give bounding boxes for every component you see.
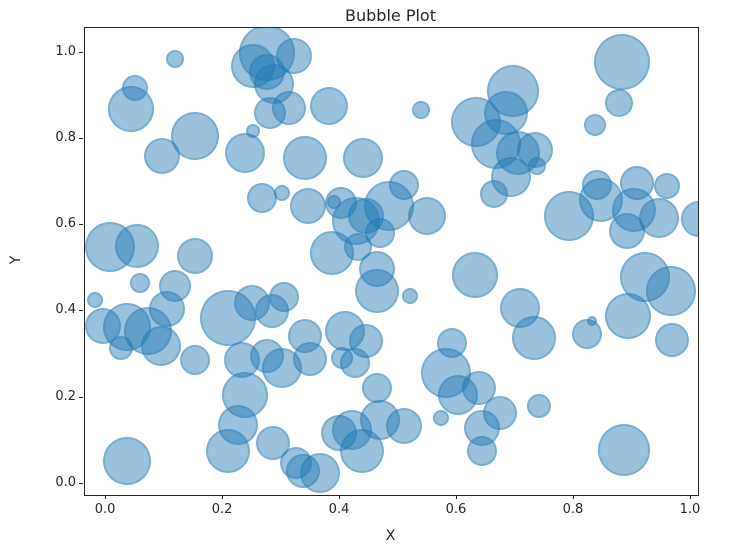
x-tick-label: 1.0	[679, 502, 701, 517]
x-tick-mark	[105, 495, 107, 499]
y-axis-label: Y	[8, 255, 24, 265]
bubble-marker	[253, 96, 286, 129]
x-tick-label: 0.6	[445, 502, 467, 517]
bubble-marker	[528, 156, 547, 175]
x-tick-label: 0.2	[211, 502, 233, 517]
x-tick-label: 0.0	[94, 502, 116, 517]
bubble-marker	[309, 230, 354, 275]
y-tick-label: 0.6	[55, 216, 76, 232]
bubble-marker	[339, 428, 384, 473]
bubble-marker	[512, 315, 557, 360]
bubble-marker	[571, 318, 602, 349]
x-tick-mark	[222, 495, 224, 499]
y-tick-mark	[79, 310, 83, 312]
bubble-marker	[166, 50, 185, 69]
bubble-marker	[289, 187, 326, 224]
bubble-marker	[205, 428, 250, 473]
bubble-marker	[433, 409, 450, 426]
bubble-marker	[342, 137, 383, 178]
x-tick-mark	[689, 495, 692, 499]
bubble-marker	[310, 86, 349, 125]
bubble-marker	[103, 436, 152, 485]
plot-area	[84, 27, 699, 496]
y-tick-label: 1.0	[55, 43, 76, 59]
bubble-marker	[170, 111, 219, 160]
bubble-marker	[412, 101, 431, 120]
bubble-marker	[638, 197, 679, 238]
x-tick-label: 0.4	[328, 502, 350, 517]
bubble-marker	[437, 327, 468, 358]
bubble-marker	[224, 132, 265, 173]
bubble-marker	[681, 200, 698, 237]
bubble-marker	[653, 172, 680, 199]
chart-title: Bubble Plot	[345, 6, 436, 25]
bubble-marker	[86, 291, 103, 308]
bubble-marker	[655, 322, 690, 357]
bubble-marker	[362, 372, 393, 403]
bubble-marker	[407, 196, 446, 235]
x-axis-label: X	[385, 528, 396, 544]
bubble-marker	[605, 89, 634, 118]
bubble-marker	[108, 86, 155, 133]
bubble-marker	[287, 318, 322, 353]
y-tick-mark	[79, 51, 83, 53]
bubble-marker	[339, 347, 370, 378]
y-tick-label: 0.0	[55, 474, 76, 490]
y-tick-mark	[79, 396, 83, 398]
x-tick-mark	[339, 495, 341, 499]
x-tick-mark	[456, 495, 458, 499]
y-tick-label: 0.8	[55, 129, 76, 145]
bubble-marker	[584, 113, 607, 136]
bubble-marker	[355, 268, 400, 313]
x-tick-mark	[572, 495, 575, 499]
bubble-marker	[451, 251, 498, 298]
y-tick-mark	[79, 224, 83, 226]
bubble-marker	[299, 452, 340, 493]
bubble-marker	[179, 344, 210, 375]
bubble-marker	[401, 287, 418, 304]
bubble-marker	[246, 182, 277, 213]
bubble-marker	[598, 423, 651, 476]
bubble-marker	[483, 395, 518, 430]
bubble-marker	[593, 34, 650, 91]
y-tick-mark	[79, 137, 83, 139]
x-tick-label: 0.8	[562, 502, 584, 517]
bubble-marker	[115, 223, 160, 268]
bubble-marker	[255, 425, 290, 460]
bubble-marker	[480, 179, 509, 208]
y-tick-mark	[79, 482, 83, 484]
bubble-marker	[386, 407, 423, 444]
bubble-marker	[527, 393, 552, 418]
y-tick-label: 0.4	[55, 302, 76, 318]
bubble-marker	[141, 325, 182, 366]
bubble-marker	[604, 292, 651, 339]
bubble-marker	[467, 435, 498, 466]
bubble-marker	[269, 281, 300, 312]
bubble-marker	[646, 266, 697, 317]
bubble-marker	[176, 237, 213, 274]
bubble-marker	[282, 135, 327, 180]
bubble-marker	[273, 184, 290, 201]
bubble-marker	[129, 272, 150, 293]
bubble-marker	[275, 37, 312, 74]
y-tick-label: 0.2	[55, 388, 76, 404]
bubble-marker	[109, 335, 134, 360]
